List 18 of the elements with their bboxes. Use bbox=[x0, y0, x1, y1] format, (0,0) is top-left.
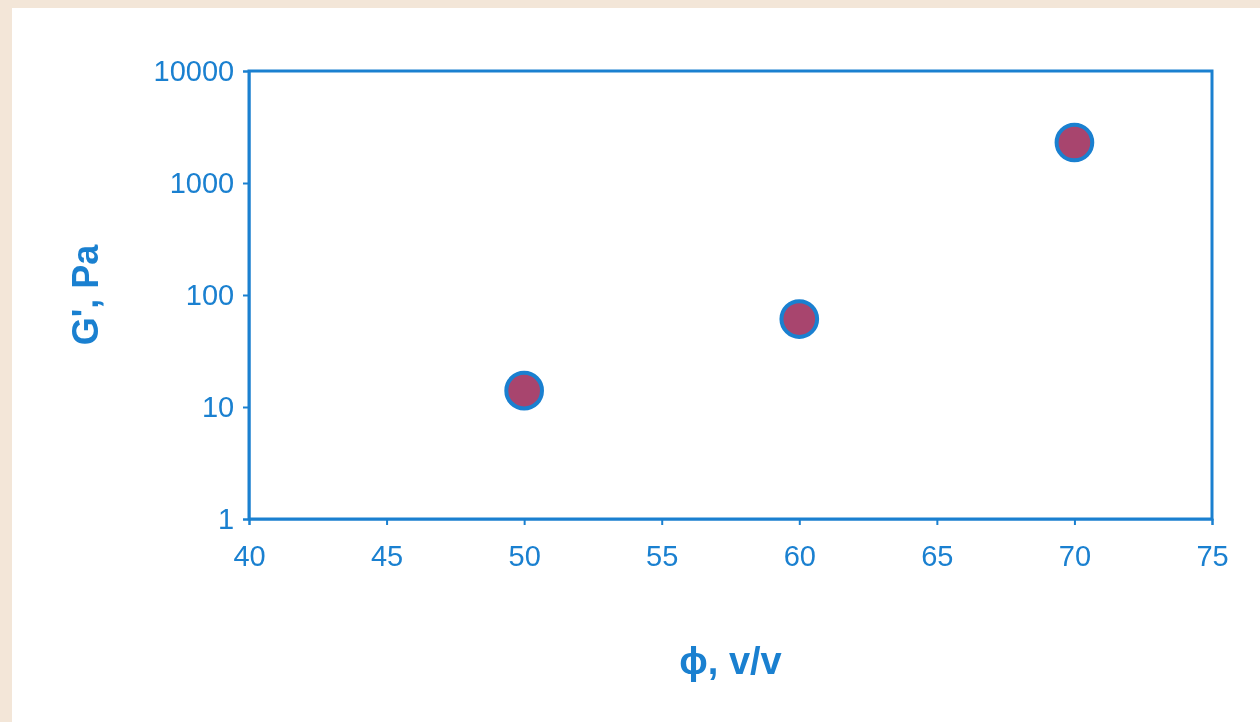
x-tick-label: 55 bbox=[646, 539, 679, 572]
point bbox=[504, 370, 544, 411]
y-tick-label: 1000 bbox=[169, 166, 235, 199]
y-tick-label: 10000 bbox=[153, 54, 235, 87]
y-axis-title: G', Pa bbox=[65, 243, 106, 346]
x-tick-label: 50 bbox=[508, 539, 541, 572]
x-tick-label: 75 bbox=[1196, 539, 1229, 572]
x-axis-title: ϕ, v/v bbox=[679, 640, 782, 682]
y-tick-label: 100 bbox=[185, 278, 235, 311]
x-tick-label: 65 bbox=[921, 539, 954, 572]
x-tick-label: 45 bbox=[370, 539, 404, 572]
point bbox=[1054, 122, 1095, 163]
y-tick-label: 10 bbox=[201, 390, 235, 423]
x-tick-label: 40 bbox=[233, 539, 266, 572]
point bbox=[779, 299, 820, 339]
x-tick-label: 60 bbox=[783, 539, 816, 572]
y-tick-label: 1 bbox=[218, 502, 235, 535]
x-tick-label: 70 bbox=[1058, 539, 1092, 572]
